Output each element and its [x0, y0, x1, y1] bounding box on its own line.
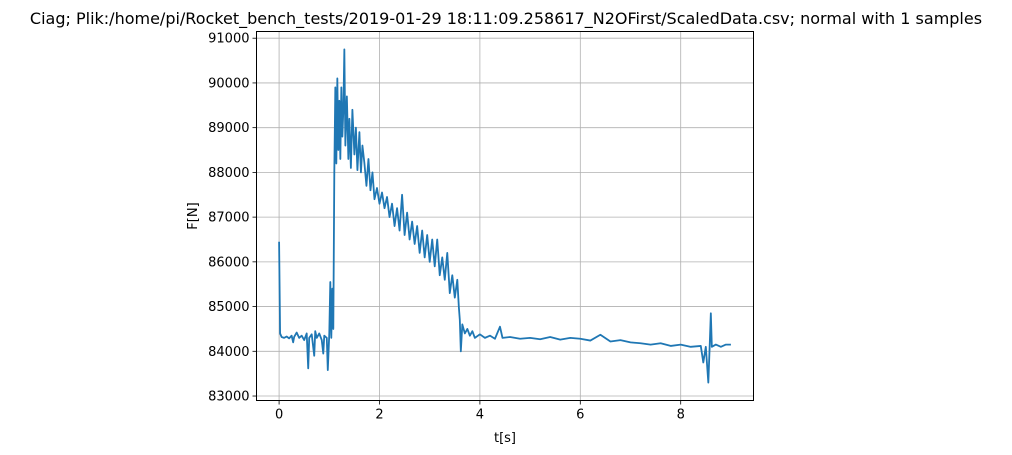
y-tick-label: 86000: [208, 255, 249, 270]
y-axis-label: F[N]: [186, 202, 201, 229]
x-axis: 0 2 4 6 8: [275, 400, 685, 423]
chart-title: Ciag; Plik:/home/pi/Rocket_bench_tests/2…: [30, 9, 982, 29]
x-tick-label: 4: [476, 408, 484, 423]
x-tick-label: 2: [375, 408, 383, 423]
y-tick-label: 85000: [208, 300, 249, 315]
x-tick-label: 0: [275, 408, 283, 423]
x-tick-label: 8: [677, 408, 685, 423]
y-tick-label: 88000: [208, 166, 249, 181]
y-axis: 83000 84000 85000 86000 87000 88000 89000 90000…: [208, 32, 257, 405]
y-tick-label: 90000: [208, 76, 249, 91]
series-layer: [278, 48, 731, 384]
y-tick-label: 87000: [208, 211, 249, 226]
plot-frame: [256, 31, 754, 401]
series-line-0: [278, 48, 731, 384]
x-tick-label: 6: [576, 408, 584, 423]
y-tick-label: 91000: [208, 32, 249, 47]
y-tick-label: 83000: [208, 390, 249, 405]
y-tick-label: 84000: [208, 345, 249, 360]
y-tick-label: 89000: [208, 121, 249, 136]
x-axis-label: t[s]: [494, 431, 516, 446]
